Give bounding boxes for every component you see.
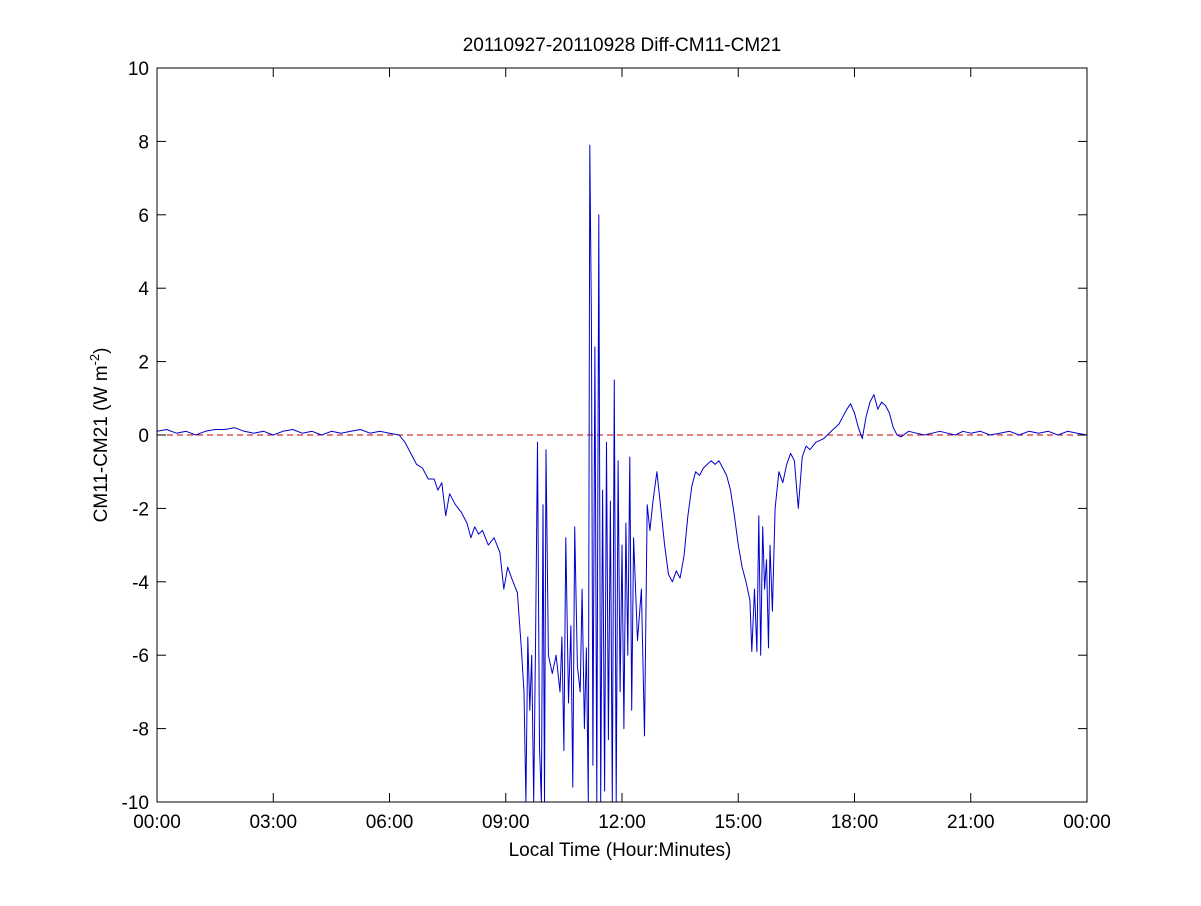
ticks-layer: 00:00 03:00 06:00 09:00 12:00 15:00 18:00 21:00… [122,59,1111,833]
x-tick-label: 06:00 [366,812,414,833]
series-layer [157,144,1087,802]
x-tick-label: 15:00 [714,812,762,833]
x-tick-label: 18:00 [831,812,879,833]
x-tick-label: 03:00 [249,812,297,833]
y-tick-label: 4 [138,279,149,300]
x-tick-label: 00:00 [133,812,181,833]
series-line-0 [157,144,1087,802]
y-axis-label-superscript: -2 [87,354,102,366]
y-tick-label: -6 [132,646,149,667]
y-tick-label: -4 [132,573,149,594]
y-tick-label: -8 [132,720,149,741]
y-tick-label: 2 [138,353,149,374]
x-tick-label: 00:00 [1063,812,1111,833]
y-axis-label-suffix: ) [91,348,112,354]
y-tick-label: 0 [138,426,149,447]
y-tick-label: -2 [132,499,149,520]
x-tick-label: 09:00 [482,812,530,833]
y-tick-label: 6 [138,206,149,227]
y-tick-label: 8 [138,132,149,153]
y-axis-label-main: CM11-CM21 (W m [91,365,112,522]
y-tick-label: 10 [128,59,149,80]
y-tick-label: -10 [122,793,149,814]
chart-title: 20110927-20110928 Diff-CM11-CM21 [463,35,782,56]
x-tick-label: 12:00 [598,812,646,833]
y-axis-label: CM11-CM21 (W m-2) [87,348,112,523]
x-tick-label: 21:00 [947,812,995,833]
x-axis-label: Local Time (Hour:Minutes) [509,840,732,861]
